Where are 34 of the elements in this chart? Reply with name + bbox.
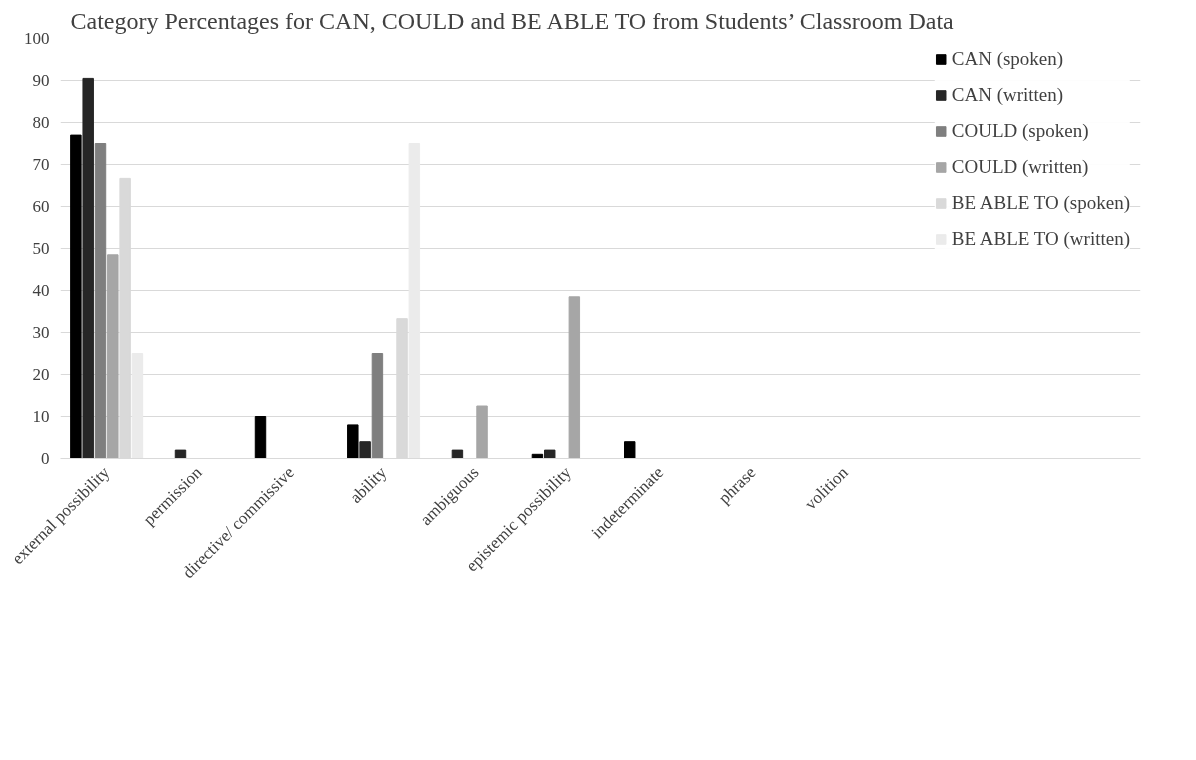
y-tick-label: 50 xyxy=(32,239,50,258)
bar xyxy=(131,353,144,459)
bar xyxy=(451,449,464,459)
legend-label: COULD (written) xyxy=(951,156,1089,178)
bar xyxy=(476,405,488,459)
legend-label: CAN (spoken) xyxy=(951,48,1064,70)
bar xyxy=(174,449,187,459)
bar xyxy=(544,449,556,459)
y-tick-label: 20 xyxy=(32,365,50,384)
bar xyxy=(624,441,636,459)
bar xyxy=(94,143,107,459)
y-tick-label: 100 xyxy=(24,29,50,48)
y-tick-label: 80 xyxy=(32,113,50,132)
bar xyxy=(371,353,384,459)
bar xyxy=(568,296,581,459)
bar xyxy=(107,254,119,459)
legend-label: CAN (written) xyxy=(951,84,1064,106)
y-tick-label: 40 xyxy=(32,281,50,300)
legend-label: COULD (spoken) xyxy=(951,120,1089,142)
bar xyxy=(254,416,267,459)
y-tick-label: 10 xyxy=(32,407,50,426)
legend-label: BE ABLE TO (written) xyxy=(951,228,1130,250)
bar xyxy=(359,441,371,459)
legend-label: BE ABLE TO (spoken) xyxy=(951,192,1130,214)
chart-title: Category Percentages for CAN, COULD and BE ABLE TO from Students’ Classroom Data xyxy=(70,7,955,34)
bar xyxy=(82,77,94,459)
y-tick-label: 70 xyxy=(32,155,50,174)
y-tick-label: 60 xyxy=(32,197,50,216)
y-tick-label: 30 xyxy=(32,323,50,342)
bar xyxy=(70,134,82,459)
y-tick-label: 0 xyxy=(41,449,50,468)
y-tick-label: 90 xyxy=(32,71,50,90)
bar xyxy=(408,143,421,459)
bar xyxy=(347,424,359,459)
